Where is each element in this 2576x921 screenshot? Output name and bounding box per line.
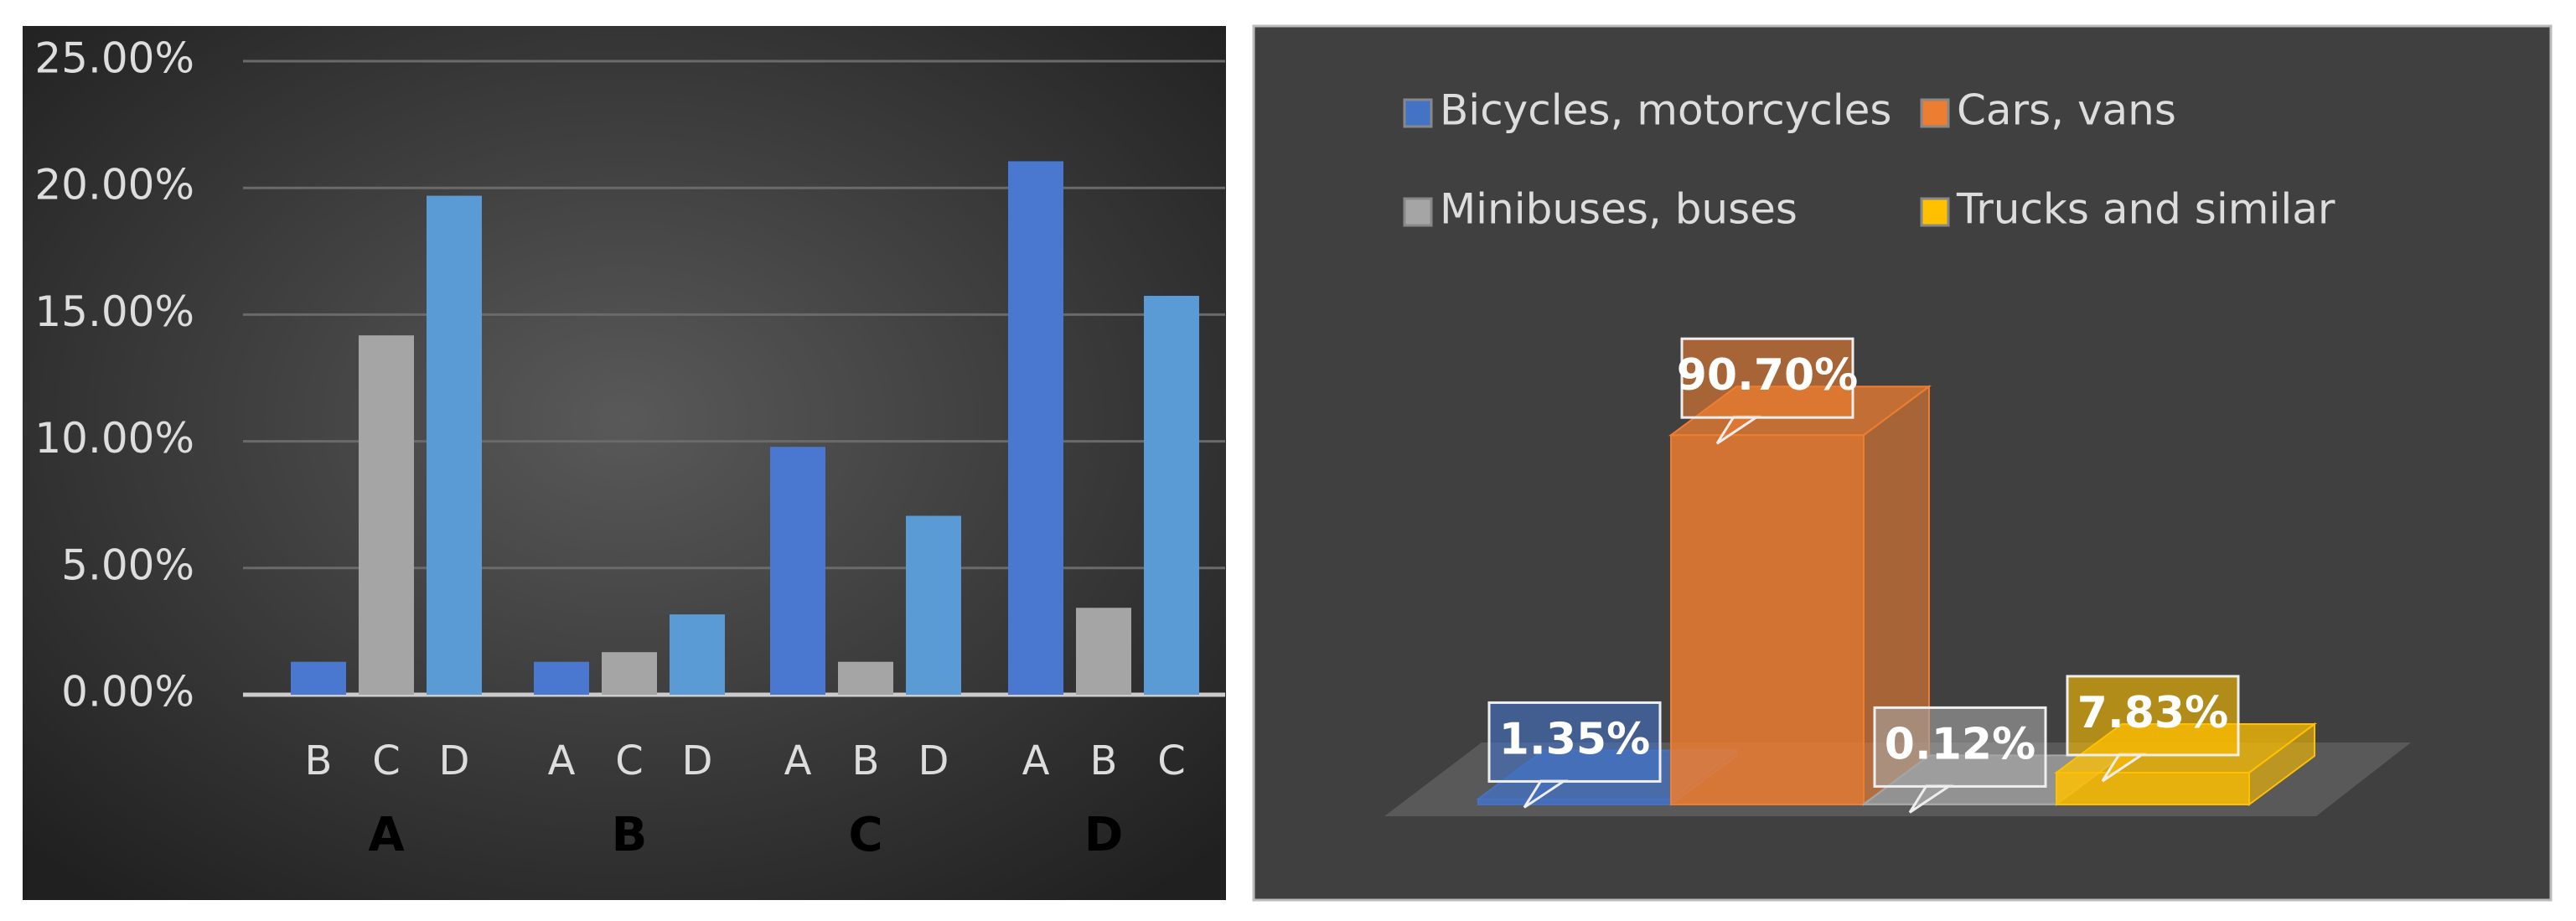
legend-label: Cars, vans [1957,86,2176,135]
group-label: B [612,808,648,862]
y-tick-label: 15.00% [34,287,194,336]
y-tick-label: 10.00% [34,414,194,463]
bar [1144,296,1199,695]
group-label: D [1084,808,1123,862]
data-label: 0.12% [1885,719,2035,769]
subcategory-label: B [305,737,333,784]
bar [534,661,589,695]
bar [602,652,657,695]
group-label: C [848,808,882,862]
legend-label: Trucks and similar [1956,185,2335,234]
subcategory-label: B [852,737,880,784]
bar [1477,798,1672,806]
legend-swatch [1920,98,1950,128]
subcategory-label: B [1090,737,1118,784]
subcategory-label: D [439,737,470,784]
data-label: 1.35% [1499,714,1650,764]
subcategory-label: C [372,737,401,784]
callout-box [1873,706,2047,788]
bar [670,614,725,695]
subcategory-label: C [615,737,644,784]
y-tick-label: 0.00% [61,668,194,717]
subcategory-label: A [784,737,812,784]
bar [1008,161,1063,695]
bar [1863,803,2057,806]
subcategory-label: D [682,737,713,784]
bar [906,515,961,695]
legend-label: Minibuses, buses [1440,185,1798,234]
callout-box [1487,701,1662,783]
subcategory-label: D [918,737,949,784]
bar [427,195,482,695]
subcategory-label: C [1157,737,1186,784]
group-label: A [368,808,405,862]
bar [770,447,825,695]
legend-swatch [1403,197,1433,227]
legend-label: Bicycles, motorcycles [1440,86,1891,135]
data-label: 90.70% [1677,350,1859,401]
legend-swatch [1403,98,1433,128]
bar [1670,434,1865,805]
bar [2056,771,2250,806]
bar [291,661,346,695]
legend-swatch [1920,197,1950,227]
callout-box [1680,337,1854,419]
subcategory-label: A [1022,737,1050,784]
y-tick-label: 5.00% [61,541,194,589]
callout-box [2066,675,2240,757]
y-tick-label: 20.00% [34,161,194,210]
bar [1076,608,1131,695]
y-tick-label: 25.00% [34,34,194,83]
subcategory-label: A [548,737,576,784]
bar [359,335,414,695]
data-label: 7.83% [2077,688,2228,738]
bar [838,661,893,695]
